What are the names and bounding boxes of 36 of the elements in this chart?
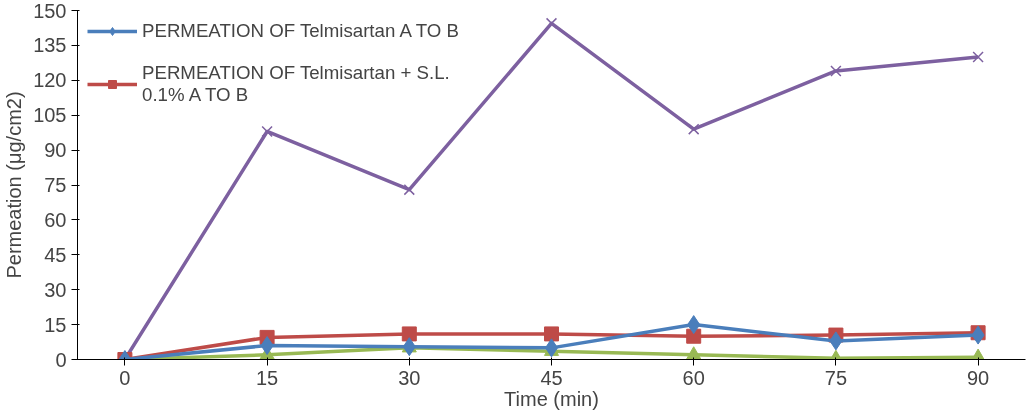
point <box>971 325 985 345</box>
point <box>687 315 701 335</box>
point <box>260 336 274 356</box>
y-tick-label: 120 <box>33 69 67 92</box>
point <box>261 125 273 138</box>
x-tick-label: 0 <box>119 366 131 389</box>
point <box>830 65 842 77</box>
y-tick-label: 150 <box>33 0 67 22</box>
legend-label: PERMEATION OF Telmisartan + S.L. 0.1% A TO B <box>142 62 450 106</box>
point <box>688 123 700 135</box>
y-tick-label: 15 <box>44 313 67 336</box>
y-tick-label: 30 <box>44 278 67 301</box>
y-tick-label: 45 <box>44 243 67 266</box>
point <box>402 337 416 357</box>
y-axis-title: Permeation (μg/cm2) <box>3 91 26 279</box>
x-tick-label: 60 <box>682 366 705 389</box>
point <box>829 331 843 351</box>
x-tick-label: 30 <box>398 366 421 389</box>
point <box>972 51 984 63</box>
point <box>545 17 558 29</box>
point <box>403 183 415 196</box>
x-tick-label: 75 <box>824 366 848 389</box>
y-tick-label: 105 <box>33 104 67 127</box>
y-tick-label: 60 <box>44 208 67 231</box>
x-tick-label: 90 <box>966 366 990 389</box>
x-tick-label: 45 <box>540 366 563 389</box>
y-tick-label: 75 <box>44 174 67 196</box>
point <box>401 326 417 342</box>
y-tick-label: 90 <box>44 139 67 162</box>
x-tick-label: 15 <box>255 366 279 389</box>
point <box>544 326 559 342</box>
y-tick-label: 135 <box>33 34 67 57</box>
y-tick-label: 0 <box>55 348 67 371</box>
x-axis-title: Time (min) <box>504 387 599 410</box>
point <box>686 346 702 360</box>
legend-label: PERMEATION OF Telmisartan A TO B <box>142 20 459 42</box>
